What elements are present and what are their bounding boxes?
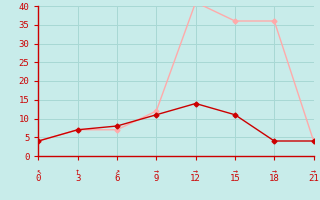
Text: →: → (272, 167, 277, 176)
Text: ↑: ↑ (75, 167, 80, 176)
Text: →: → (193, 167, 198, 176)
Text: →: → (311, 167, 316, 176)
Text: →: → (232, 167, 237, 176)
Text: ↖: ↖ (36, 167, 41, 176)
Text: ↗: ↗ (115, 167, 120, 176)
Text: →: → (154, 167, 159, 176)
